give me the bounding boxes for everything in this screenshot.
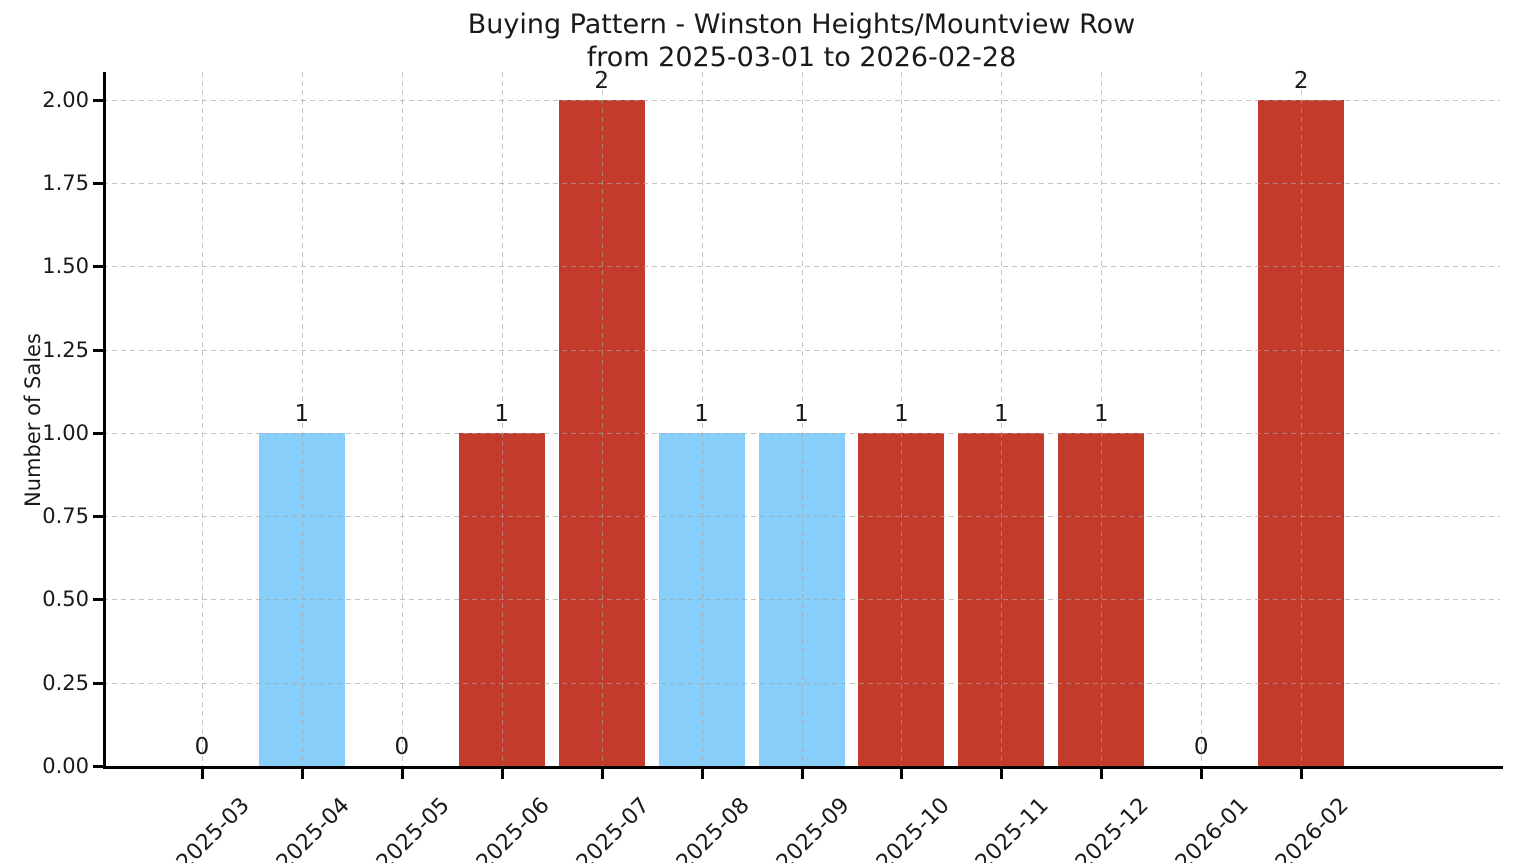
x-tick-mark [300,769,304,779]
bar-value-label: 1 [994,400,1009,427]
x-tick-mark [200,769,204,779]
x-tick-mark [1300,769,1304,779]
x-tick-mark [800,769,804,779]
bar-value-label: 1 [294,400,310,427]
gridline-vertical [201,72,203,766]
x-tick-label: 2025-03 [171,793,255,863]
x-tick-label: 2025-08 [671,793,755,863]
x-tick-label: 2025-11 [971,793,1055,863]
bar-value-label: 0 [1193,734,1209,760]
bar-value-label: 1 [694,400,709,427]
chart-title-line2: from 2025-03-01 to 2026-02-28 [586,42,1017,73]
x-tick-mark [500,769,504,779]
y-tick-label: 1.00 [42,420,89,445]
x-tick-label: 2025-06 [471,793,555,863]
gridline-vertical [601,72,603,766]
x-tick-mark [600,769,604,779]
x-tick-label: 2026-01 [1171,793,1254,863]
gridline-vertical [1101,72,1103,766]
x-tick-label: 2026-02 [1271,793,1354,863]
y-tick-mark [93,265,103,269]
x-tick-mark [400,769,404,779]
y-tick-label: 1.25 [42,337,89,362]
x-tick-label: 2025-04 [271,793,355,863]
x-tick-label: 2025-09 [771,793,855,863]
y-tick-label: 2.00 [42,87,89,112]
bar-value-label: 2 [594,67,609,94]
y-tick-label: 0.25 [42,670,89,695]
y-tick-label: 1.50 [42,254,89,279]
y-axis-spine [103,72,106,769]
x-tick-label: 2025-12 [1071,793,1154,863]
y-tick-mark [93,98,103,102]
y-tick-mark [93,515,103,519]
gridline-vertical [1201,72,1203,766]
bar-value-label: 0 [194,734,210,760]
y-tick-label: 0.75 [42,504,89,529]
x-tick-label: 2025-10 [871,793,955,863]
x-tick-label: 2025-07 [571,793,655,863]
gridline-vertical [501,72,503,766]
x-tick-mark [1100,769,1104,779]
bar-value-label: 1 [894,400,909,427]
bar-value-label: 2 [1293,67,1309,94]
gridline-vertical [1301,72,1303,766]
gridline-vertical [1001,72,1003,766]
y-tick-mark [93,431,103,435]
x-tick-mark [1000,769,1004,779]
bar-value-label: 0 [394,734,410,760]
bar-value-label: 1 [1093,400,1109,427]
y-tick-mark [93,348,103,352]
gridline-vertical [901,72,903,766]
x-tick-label: 2025-05 [371,793,455,863]
gridline-vertical [401,72,403,766]
x-tick-mark [700,769,704,779]
y-tick-label: 0.00 [42,754,89,778]
y-tick-label: 0.50 [42,587,89,612]
x-tick-mark [1200,769,1204,779]
bar-value-label: 1 [794,400,809,427]
y-tick-mark [93,182,103,186]
y-tick-mark [93,598,103,602]
chart-title-line1: Buying Pattern - Winston Heights/Mountvi… [467,9,1136,40]
y-tick-mark [93,765,103,768]
y-tick-label: 1.75 [42,171,89,196]
chart-title: Buying Pattern - Winston Heights/Mountvi… [103,8,1500,74]
y-tick-mark [93,681,103,685]
bar-value-label: 1 [494,400,510,427]
x-axis-spine [103,766,1503,769]
gridline-vertical [801,72,803,766]
x-tick-mark [900,769,904,779]
gridline-vertical [301,72,303,766]
gridline-vertical [701,72,703,766]
